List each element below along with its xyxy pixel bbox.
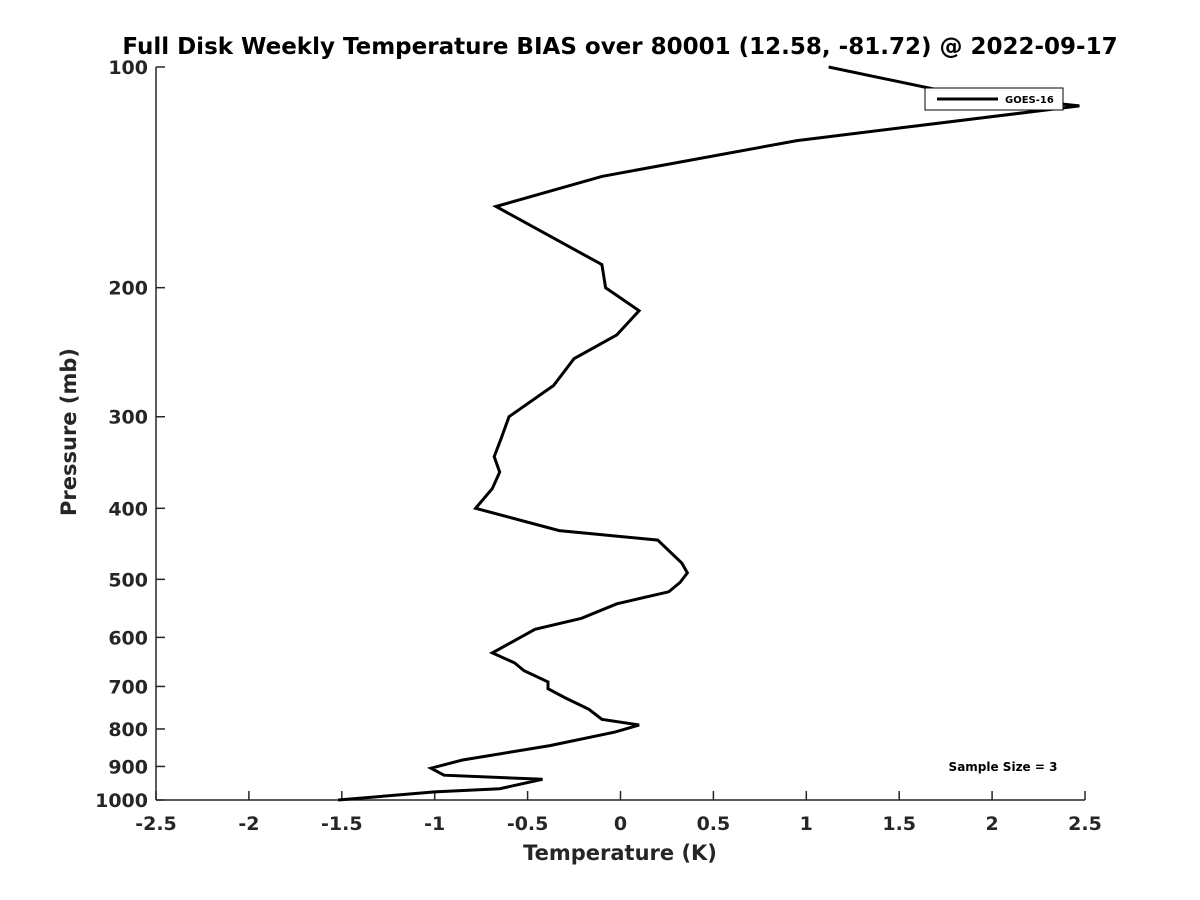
x-tick-label: 1.5 [882, 813, 916, 835]
y-tick-label: 700 [108, 676, 148, 698]
x-tick-label: -1 [424, 813, 445, 835]
x-tick-label: 1 [800, 813, 813, 835]
x-tick-label: 2.5 [1068, 813, 1102, 835]
x-tick-label: 0.5 [697, 813, 731, 835]
y-tick-label: 1000 [95, 790, 148, 812]
x-tick-label: 2 [985, 813, 998, 835]
series-layer [337, 65, 1080, 802]
y-tick-label: 100 [108, 57, 148, 79]
y-tick-label: 300 [108, 407, 148, 429]
x-tick-label: -1.5 [321, 813, 363, 835]
x-tick-label: -2.5 [135, 813, 177, 835]
y-tick-label: 400 [108, 498, 148, 520]
x-tick-label: -2 [238, 813, 259, 835]
tick-labels: -2.5 -2 -1.5 -1 -0.5 0 0.5 1 1.5 2 2.5 100 200 300 400… [95, 57, 1102, 835]
y-tick-label: 200 [108, 278, 148, 300]
y-tick-label: 800 [108, 719, 148, 741]
series-line-goes16 [337, 65, 1080, 802]
sample-size-annotation: Sample Size = 3 [949, 760, 1058, 774]
x-axis-label: Temperature (K) [523, 841, 717, 865]
y-axis-label: Pressure (mb) [57, 348, 81, 516]
y-tick-label: 500 [108, 569, 148, 591]
axes [155, 66, 1086, 801]
chart-title: Full Disk Weekly Temperature BIAS over 8… [122, 34, 1117, 60]
y-tick-label: 600 [108, 627, 148, 649]
legend: GOES-16 [924, 87, 1064, 111]
legend-label-goes16: GOES-16 [1005, 95, 1054, 106]
x-tick-label: -0.5 [507, 813, 549, 835]
y-tick-label: 900 [108, 756, 148, 778]
x-tick-label: 0 [614, 813, 627, 835]
